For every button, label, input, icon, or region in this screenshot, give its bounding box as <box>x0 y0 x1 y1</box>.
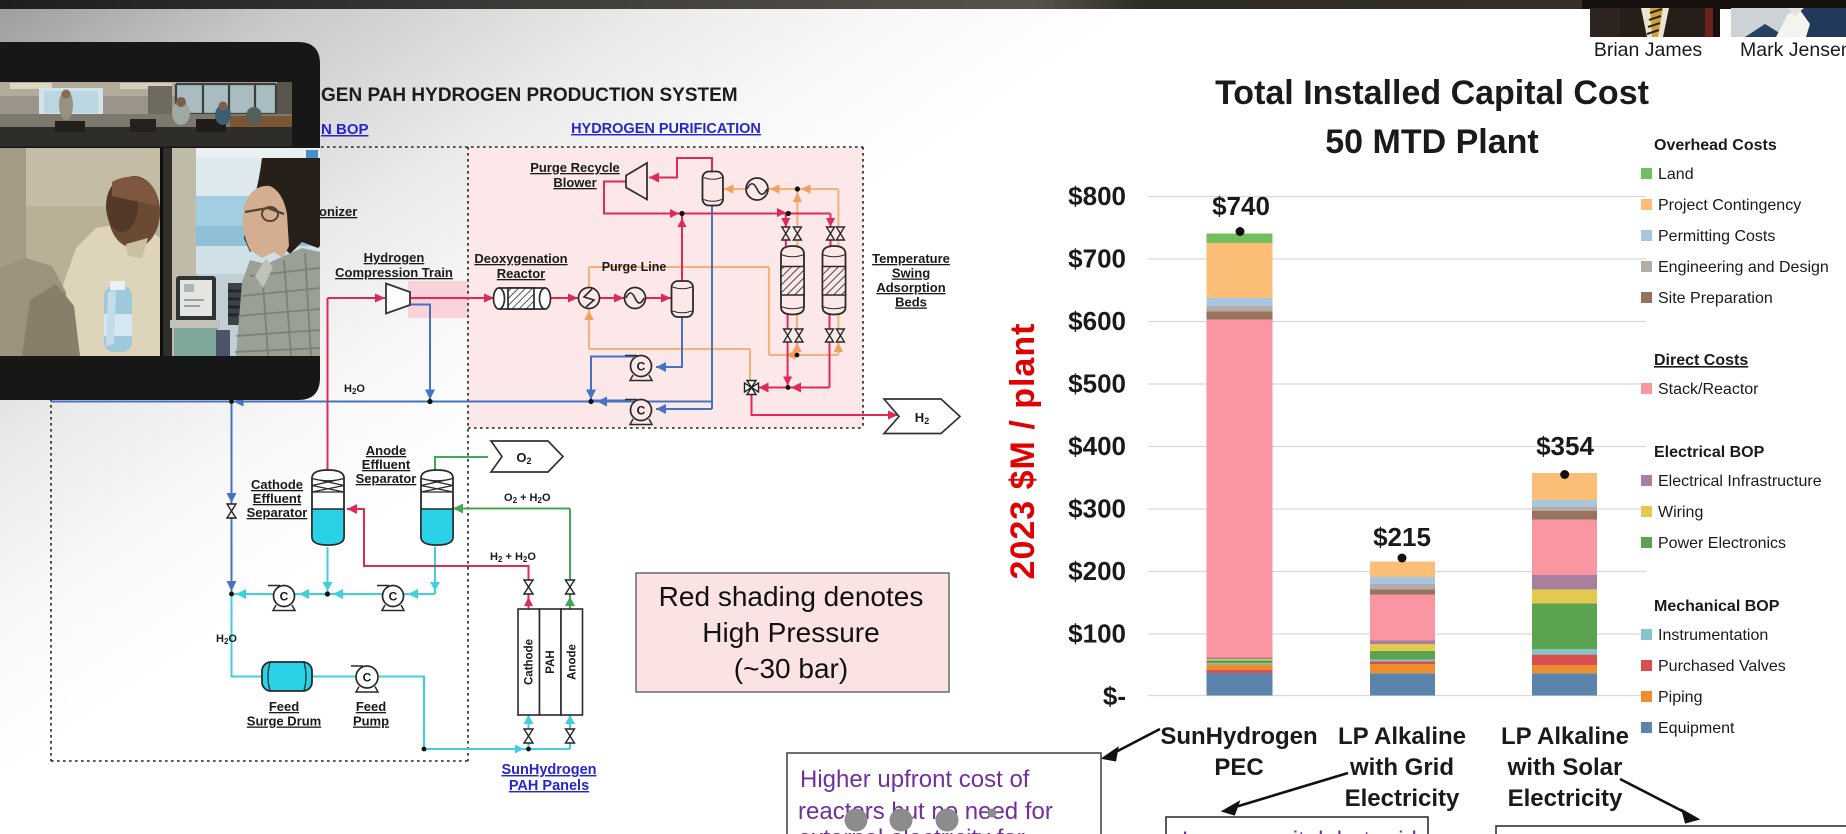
svg-text:LP Alkaline: LP Alkaline <box>1501 723 1629 750</box>
svg-text:Engineering and Design: Engineering and Design <box>1658 259 1829 276</box>
svg-text:PAH: PAH <box>545 650 557 673</box>
svg-text:Feed: Feed <box>356 699 386 714</box>
svg-text:Piping: Piping <box>1658 689 1702 706</box>
svg-text:Electricity: Electricity <box>1345 785 1460 812</box>
svg-text:Separator: Separator <box>247 505 308 520</box>
svg-text:Adsorption: Adsorption <box>876 280 945 295</box>
svg-text:$740: $740 <box>1212 191 1270 221</box>
svg-text:Purge Line: Purge Line <box>602 260 667 274</box>
svg-text:Anode: Anode <box>567 644 579 680</box>
svg-text:H2 + H2O: H2 + H2O <box>490 551 536 564</box>
svg-text:with Solar: with Solar <box>1507 754 1623 781</box>
svg-text:Feed: Feed <box>269 699 299 714</box>
svg-text:Direct Costs: Direct Costs <box>1654 352 1748 369</box>
svg-text:$215: $215 <box>1373 522 1431 552</box>
svg-text:onizer: onizer <box>319 204 357 219</box>
svg-text:PEC: PEC <box>1214 754 1263 781</box>
svg-text:C: C <box>280 590 289 604</box>
svg-text:H2O: H2O <box>344 383 365 396</box>
svg-text:C: C <box>363 671 372 685</box>
svg-text:50 MTD Plant: 50 MTD Plant <box>1325 123 1538 161</box>
svg-text:Mark Jensen: Mark Jensen <box>1740 39 1846 61</box>
svg-text:external electricity for: external electricity for <box>798 825 1025 834</box>
svg-text:N BOP: N BOP <box>321 121 369 138</box>
svg-text:(~30 bar): (~30 bar) <box>734 653 848 684</box>
svg-text:Separator: Separator <box>356 471 417 486</box>
svg-text:$354: $354 <box>1536 431 1594 461</box>
svg-text:Cathode: Cathode <box>251 477 303 492</box>
svg-text:Purge Recycle: Purge Recycle <box>530 160 620 175</box>
svg-text:Temperature: Temperature <box>872 251 950 266</box>
svg-text:Land: Land <box>1658 166 1694 183</box>
svg-text:Wiring: Wiring <box>1658 504 1703 521</box>
svg-text:Stack/Reactor: Stack/Reactor <box>1658 381 1759 398</box>
svg-text:Project Contingency: Project Contingency <box>1658 197 1801 214</box>
svg-text:Brian James: Brian James <box>1594 39 1703 61</box>
svg-text:Overhead Costs: Overhead Costs <box>1654 137 1777 154</box>
svg-text:$600: $600 <box>1068 306 1126 336</box>
svg-text:Electrical BOP: Electrical BOP <box>1654 444 1765 461</box>
svg-text:$-: $- <box>1103 681 1126 711</box>
svg-text:Lower capital, but grid: Lower capital, but grid <box>1182 827 1417 834</box>
svg-text:SunHydrogen: SunHydrogen <box>1160 723 1317 750</box>
svg-text:with Grid: with Grid <box>1349 754 1454 781</box>
svg-text:Pump: Pump <box>353 714 389 729</box>
svg-text:Surge Drum: Surge Drum <box>247 714 321 729</box>
svg-text:C: C <box>637 360 646 374</box>
svg-text:Swing: Swing <box>892 266 930 281</box>
svg-text:Instrumentation: Instrumentation <box>1658 627 1768 644</box>
svg-text:Electrical Infrastructure: Electrical Infrastructure <box>1658 473 1822 490</box>
svg-text:Higher upfront cost of: Higher upfront cost of <box>800 766 1030 793</box>
svg-text:Red shading denotes: Red shading denotes <box>659 581 924 612</box>
svg-text:Hydrogen: Hydrogen <box>364 250 425 265</box>
svg-text:2023 $M / plant: 2023 $M / plant <box>1004 323 1042 580</box>
svg-text:Reactor: Reactor <box>497 266 545 281</box>
svg-text:Cathode: Cathode <box>524 639 536 685</box>
svg-text:H2O: H2O <box>216 633 237 646</box>
svg-text:O2 + H2O: O2 + H2O <box>504 492 551 505</box>
svg-text:$300: $300 <box>1068 494 1126 524</box>
svg-text:reactors but no need for: reactors but no need for <box>798 798 1053 825</box>
svg-text:Electricity: Electricity <box>1508 785 1623 812</box>
svg-text:SunHydrogen: SunHydrogen <box>501 762 596 778</box>
svg-text:$200: $200 <box>1068 556 1126 586</box>
svg-text:LP Alkaline: LP Alkaline <box>1338 723 1466 750</box>
svg-text:$400: $400 <box>1068 431 1126 461</box>
svg-text:$700: $700 <box>1068 244 1126 274</box>
svg-text:C: C <box>389 590 398 604</box>
svg-text:Mechanical BOP: Mechanical BOP <box>1654 598 1780 615</box>
svg-text:Effluent: Effluent <box>362 457 411 472</box>
svg-text:Effluent: Effluent <box>253 491 302 506</box>
svg-text:C: C <box>637 404 646 418</box>
svg-text:Equipment: Equipment <box>1658 720 1735 737</box>
svg-text:Total Installed Capital Cost: Total Installed Capital Cost <box>1215 74 1649 112</box>
svg-text:Anode: Anode <box>366 443 406 458</box>
svg-text:Power Electronics: Power Electronics <box>1658 535 1786 552</box>
svg-text:Site Preparation: Site Preparation <box>1658 290 1773 307</box>
svg-text:PAH Panels: PAH Panels <box>509 778 589 794</box>
svg-text:$500: $500 <box>1068 369 1126 399</box>
svg-text:$100: $100 <box>1068 619 1126 649</box>
svg-text:GEN PAH HYDROGEN PRODUCTION SY: GEN PAH HYDROGEN PRODUCTION SYSTEM <box>321 85 738 106</box>
svg-text:Permitting Costs: Permitting Costs <box>1658 228 1775 245</box>
svg-text:Blower: Blower <box>553 175 596 190</box>
svg-text:High Pressure: High Pressure <box>702 617 879 648</box>
svg-text:Deoxygenation: Deoxygenation <box>474 251 567 266</box>
svg-text:HYDROGEN PURIFICATION: HYDROGEN PURIFICATION <box>571 121 761 137</box>
svg-text:Beds: Beds <box>895 295 927 310</box>
svg-text:$800: $800 <box>1068 181 1126 211</box>
svg-text:Purchased Valves: Purchased Valves <box>1658 658 1786 675</box>
svg-text:Compression Train: Compression Train <box>335 265 453 280</box>
